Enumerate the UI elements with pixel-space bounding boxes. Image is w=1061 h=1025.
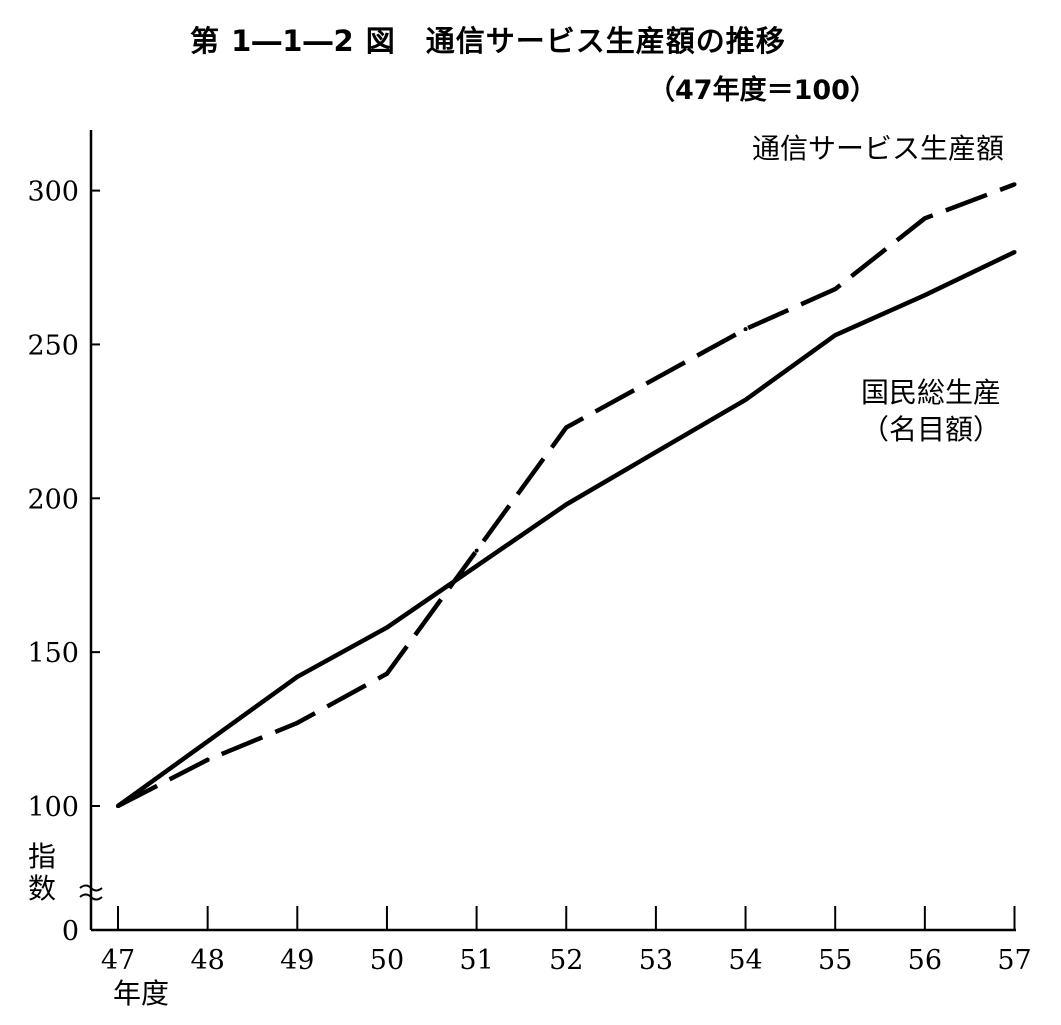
series-line-gnp: [116, 250, 1016, 808]
data-point: [564, 502, 569, 507]
chart-series: [116, 182, 1017, 809]
data-point: [653, 450, 658, 455]
data-point: [743, 327, 748, 332]
chart-subtitle: （47年度＝100）: [648, 75, 877, 106]
y-tick-label: 100: [27, 792, 79, 823]
data-point: [653, 376, 658, 381]
data-point: [474, 564, 479, 568]
axis-break-mark: [79, 884, 103, 892]
x-tick-label: 55: [818, 945, 852, 976]
y-tick-label: 300: [27, 177, 79, 208]
x-tick-label: 56: [908, 945, 942, 976]
x-tick-label: 52: [549, 945, 583, 976]
y-tick-label: 150: [27, 638, 79, 669]
chart-axes: [79, 130, 1016, 932]
data-point: [743, 397, 748, 402]
series-line-communication-output: [116, 182, 1016, 809]
x-tick-label: 53: [639, 945, 673, 976]
data-point: [1012, 250, 1017, 255]
series-label-gnp: 国民総生産（名目額）: [861, 376, 1001, 446]
x-tick-label: 49: [280, 945, 314, 976]
x-tick-label: 54: [728, 945, 762, 976]
y-tick-label: 0: [62, 916, 79, 947]
chart-ticks: 0 100 150 200 250 300 47 48 49 50 51 52 53 54 55 56 57: [27, 177, 1031, 976]
x-axis-unit-label: 年度: [113, 977, 169, 1010]
data-point: [922, 293, 927, 298]
chart-title: 第 1―1―2 図 通信サービス生産額の推移: [190, 24, 786, 58]
data-point: [205, 739, 210, 744]
x-tick-label: 50: [370, 945, 404, 976]
data-point: [564, 425, 569, 430]
x-tick-label: 47: [101, 945, 135, 976]
y-axis-label: 指数: [28, 840, 56, 905]
axis-break-mark: [79, 893, 103, 901]
data-point: [205, 757, 210, 762]
data-point: [295, 720, 300, 725]
data-point: [295, 674, 300, 679]
data-point: [384, 625, 389, 630]
x-tick-label: 51: [459, 945, 493, 976]
series-label-communication-output: 通信サービス生産額: [752, 132, 1004, 165]
data-point: [833, 333, 838, 338]
data-point: [922, 216, 927, 221]
data-point: [474, 548, 479, 553]
x-tick-label: 57: [997, 945, 1031, 976]
data-point: [833, 287, 838, 292]
data-point: [116, 804, 120, 808]
data-point: [384, 671, 389, 676]
x-tick-label: 48: [190, 945, 224, 976]
y-tick-label: 250: [27, 330, 79, 361]
y-tick-label: 200: [27, 484, 79, 515]
data-point: [1012, 182, 1017, 187]
